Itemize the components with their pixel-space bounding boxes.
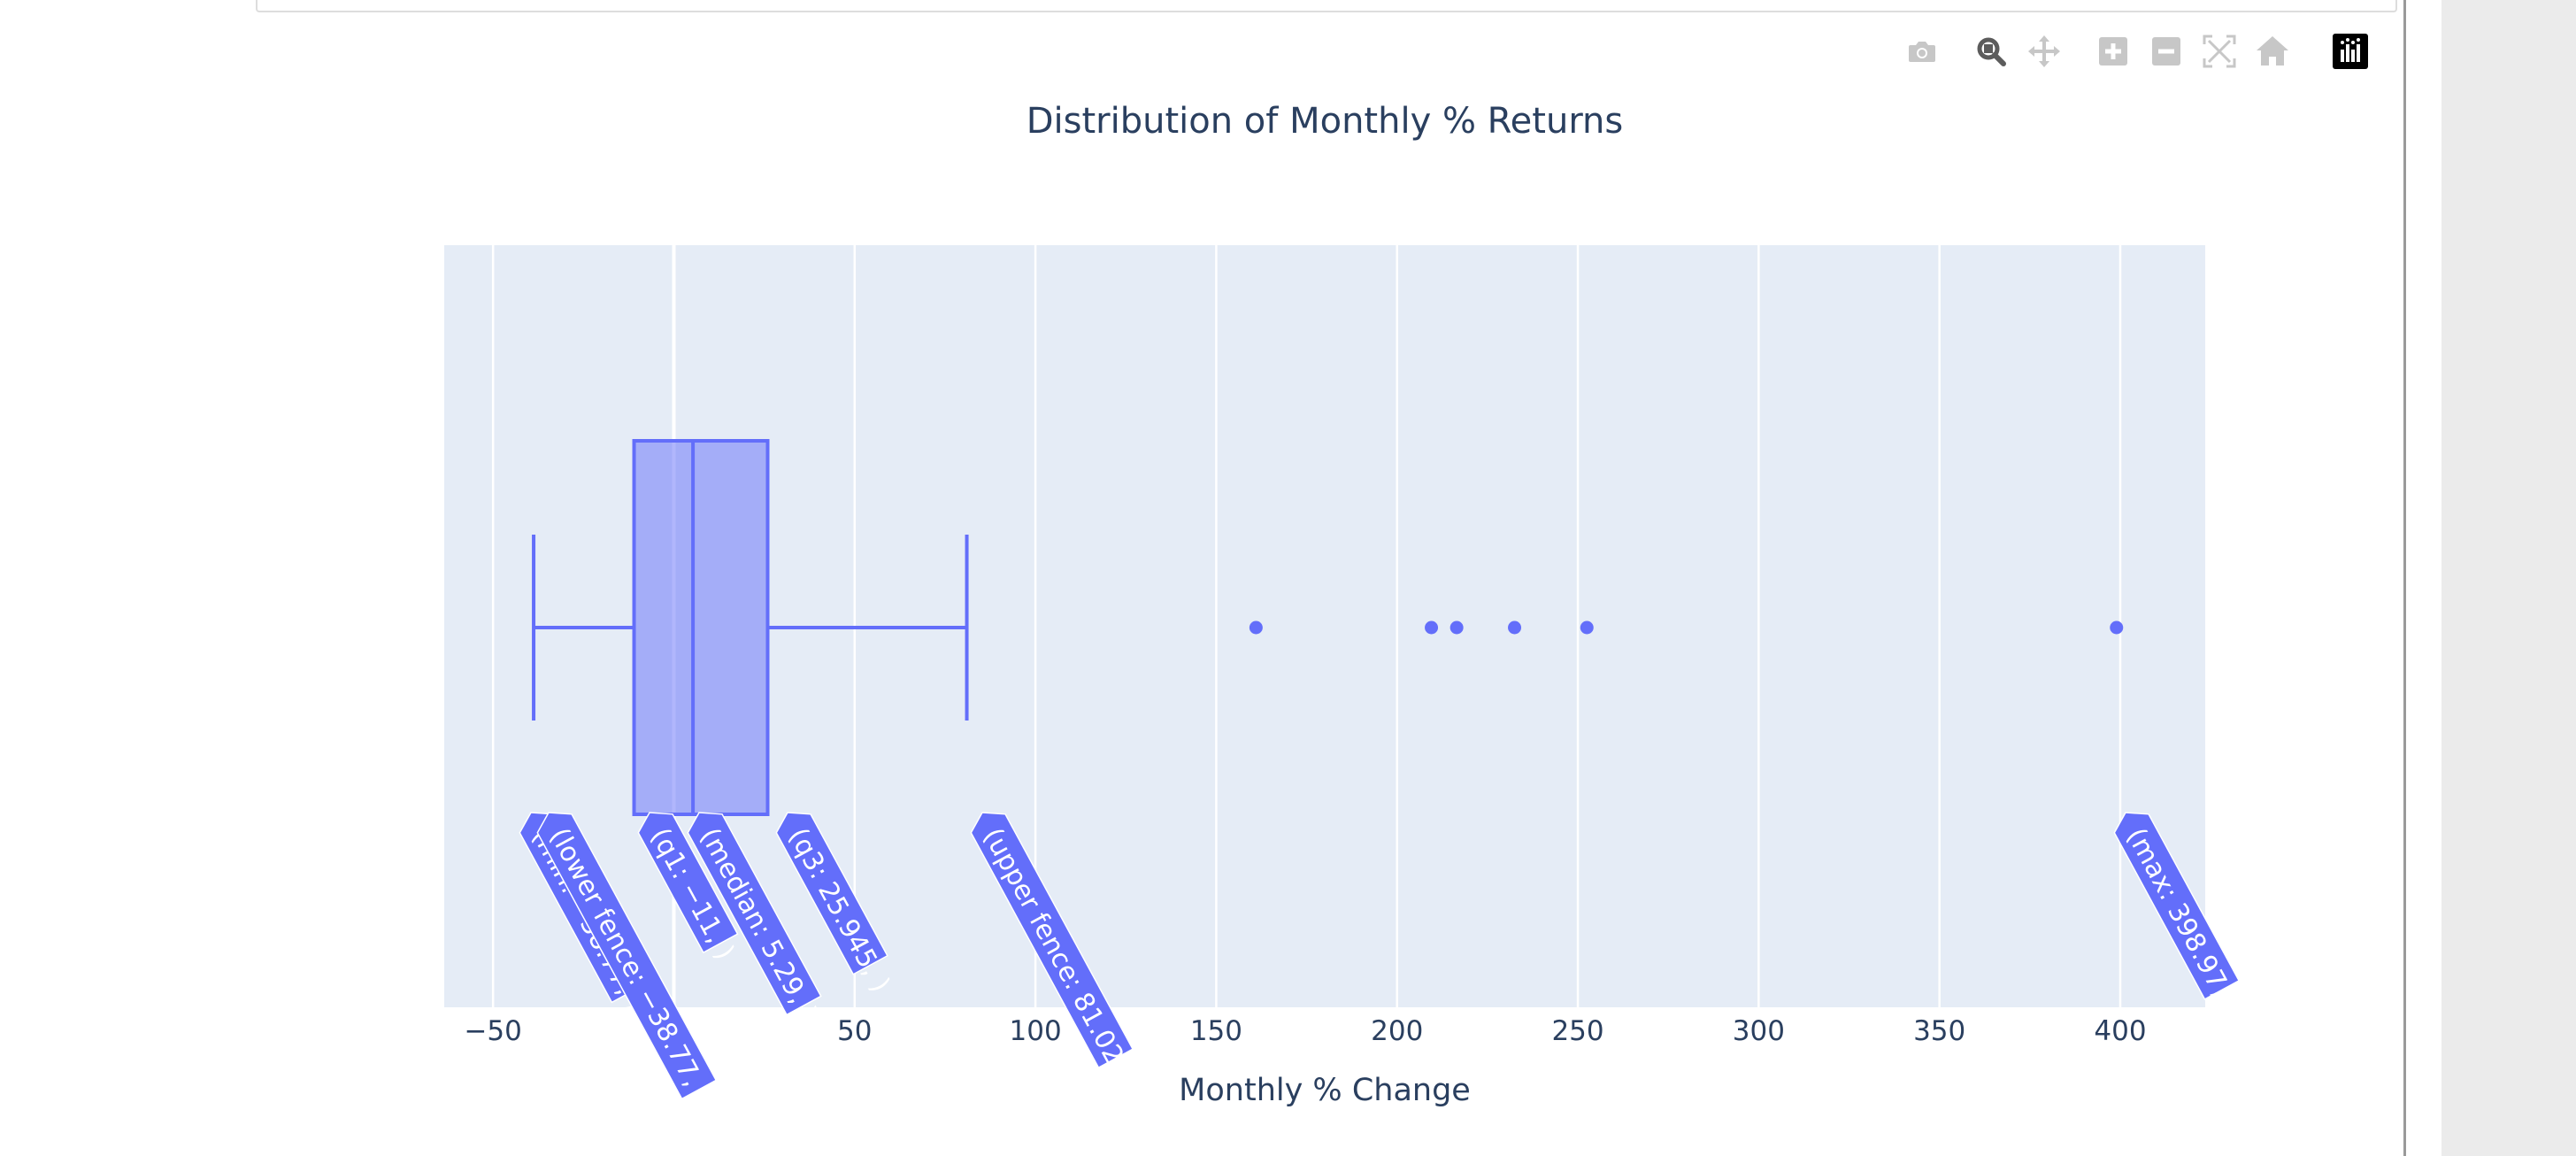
outlier-point xyxy=(1580,620,1594,635)
x-tick-label: −50 xyxy=(464,1015,521,1047)
x-axis-ticks: −50 50 100 150 200 250 300 350 400 xyxy=(464,1015,2146,1047)
box-trace[interactable] xyxy=(532,439,969,816)
outlier-point xyxy=(1425,620,1439,635)
zoom-in-icon[interactable] xyxy=(2094,32,2133,71)
x-tick-label: 350 xyxy=(1913,1015,1965,1047)
x-tick-label: 250 xyxy=(1551,1015,1603,1047)
x-axis-title: Monthly % Change xyxy=(1179,1073,1471,1108)
x-tick-label: 400 xyxy=(2094,1015,2146,1047)
reset-axes-icon[interactable] xyxy=(2253,32,2292,71)
x-tick-label: 100 xyxy=(1010,1015,1062,1047)
pan-icon[interactable] xyxy=(2025,32,2064,71)
autoscale-icon[interactable] xyxy=(2200,32,2239,71)
container-frame xyxy=(256,0,2397,12)
x-tick-label: 50 xyxy=(837,1015,872,1047)
outlier-point xyxy=(1449,620,1464,635)
chart-title: Distribution of Monthly % Returns xyxy=(1027,101,1624,142)
modebar xyxy=(1903,32,2380,71)
x-tick-label: 300 xyxy=(1733,1015,1785,1047)
outlier-points[interactable] xyxy=(1249,620,2124,635)
outlier-point xyxy=(1508,620,1522,635)
outlier-point xyxy=(1249,620,1263,635)
x-tick-label: 200 xyxy=(1371,1015,1423,1047)
outlier-point xyxy=(2110,620,2124,635)
panel-divider xyxy=(2403,0,2406,1156)
camera-icon[interactable] xyxy=(1903,32,1942,71)
iqr-box xyxy=(632,439,770,816)
plotly-logo-icon[interactable] xyxy=(2331,32,2370,71)
x-tick-label: 150 xyxy=(1190,1015,1242,1047)
right-gutter xyxy=(2441,0,2576,1156)
zoom-out-icon[interactable] xyxy=(2147,32,2186,71)
zoom-icon[interactable] xyxy=(1972,32,2011,71)
